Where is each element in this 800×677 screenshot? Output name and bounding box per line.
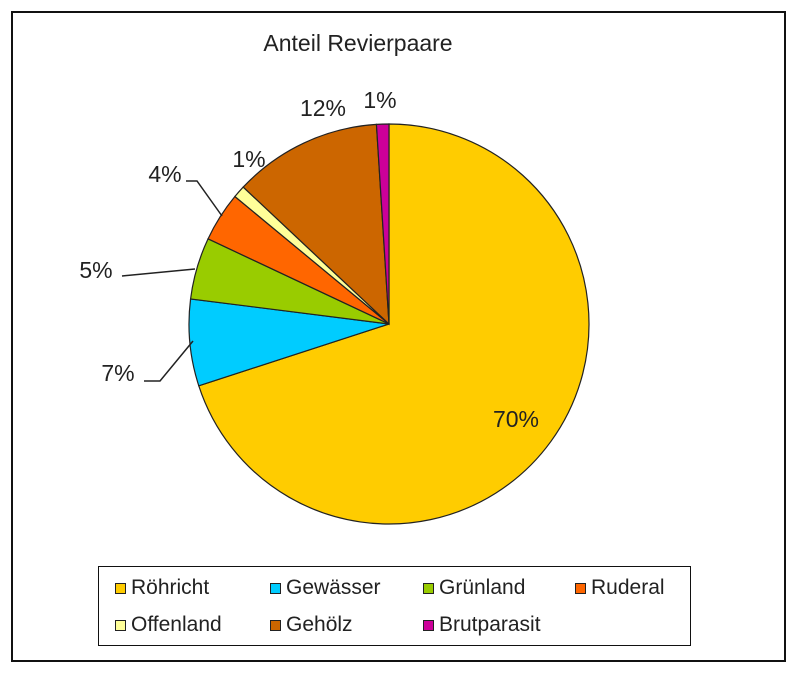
legend-swatch: [115, 619, 126, 631]
legend-label: Röhricht: [131, 576, 210, 599]
legend-item-ruderal: Ruderal: [575, 576, 665, 600]
data-label-5: 12%: [300, 95, 346, 121]
legend-swatch: [270, 582, 281, 594]
leader-line-2: [121, 268, 196, 277]
pie-slice-0: [198, 123, 590, 525]
data-labels: 70% 7% 5% 4% 1% 12% 1%: [79, 87, 539, 432]
legend-label: Brutparasit: [439, 613, 541, 636]
legend-item-offenland: Offenland: [115, 613, 222, 637]
leader-line-3: [186, 180, 223, 217]
legend-swatch: [575, 582, 586, 594]
legend-label: Gehölz: [286, 613, 353, 636]
legend-item-gewaesser: Gewässer: [270, 576, 381, 600]
data-label-2: 5%: [79, 257, 112, 283]
leader-lines: [121, 180, 223, 382]
legend-item-brutparasit: Brutparasit: [423, 613, 541, 637]
pie-slice-5: [242, 123, 390, 326]
data-label-6: 1%: [363, 87, 396, 113]
legend-item-roehricht: Röhricht: [115, 576, 209, 600]
legend-label: Ruderal: [591, 576, 665, 599]
legend-swatch: [423, 582, 434, 594]
legend-swatch: [270, 619, 281, 631]
leader-line-1: [144, 340, 194, 382]
legend-label: Grünland: [439, 576, 526, 599]
data-label-4: 1%: [232, 146, 265, 172]
legend-swatch: [115, 582, 126, 594]
data-label-0: 70%: [493, 406, 539, 432]
pie-slice-6: [375, 123, 390, 325]
data-label-1: 7%: [101, 360, 134, 386]
legend-item-gehoelz: Gehölz: [270, 613, 353, 637]
legend-item-gruenland: Grünland: [423, 576, 525, 600]
legend-label: Offenland: [131, 613, 222, 636]
pie-slices: [188, 123, 590, 525]
legend: Röhricht Gewässer Grünland Ruderal Offen…: [98, 566, 691, 646]
data-label-3: 4%: [148, 161, 181, 187]
legend-label: Gewässer: [286, 576, 381, 599]
chart-title: Anteil Revierpaare: [263, 30, 452, 56]
legend-swatch: [423, 619, 434, 631]
